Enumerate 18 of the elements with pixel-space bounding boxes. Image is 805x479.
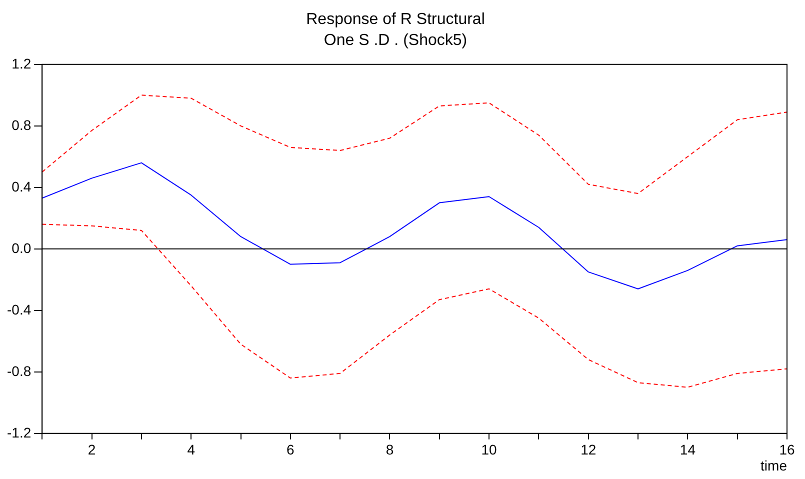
x-tick-label: 12 — [580, 442, 596, 458]
y-tick-label: -1.2 — [7, 424, 32, 440]
y-tick-label: 1.2 — [12, 55, 32, 72]
x-tick-label: 10 — [481, 442, 498, 458]
y-tick-label: 0.8 — [12, 116, 32, 133]
y-tick-label: -0.4 — [7, 301, 32, 318]
chart-subtitle: One S .D . (Shock5) — [324, 32, 468, 50]
x-tick-label: 4 — [187, 442, 196, 458]
x-tick-label: 6 — [286, 442, 295, 458]
x-axis-title: time — [760, 457, 788, 474]
chart-title: Response of R Structural — [306, 11, 485, 28]
y-tick-label: -0.8 — [7, 362, 32, 379]
x-tick-label: 8 — [386, 442, 394, 458]
x-tick-label: 2 — [88, 442, 96, 458]
y-tick-label: 0.4 — [12, 178, 32, 194]
x-tick-label: 14 — [680, 442, 696, 458]
x-tick-label: 16 — [779, 442, 795, 458]
y-tick-label: 0.0 — [12, 240, 32, 256]
